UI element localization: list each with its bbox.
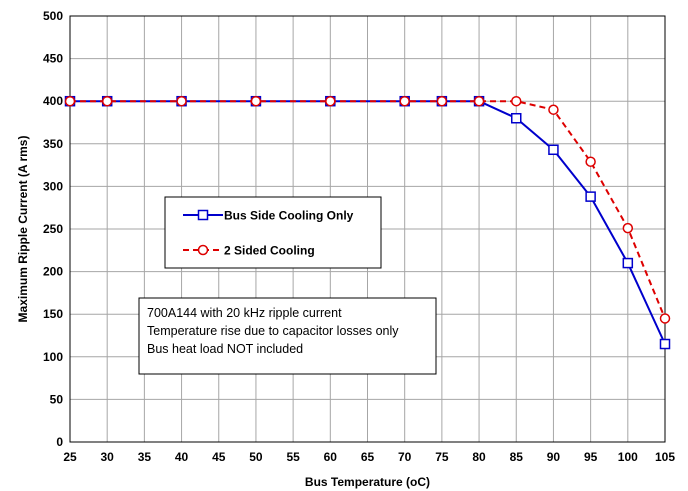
data-point xyxy=(64,95,76,107)
x-tick-label: 60 xyxy=(324,450,338,464)
x-tick-label: 65 xyxy=(361,450,375,464)
data-point xyxy=(659,338,671,350)
x-tick-label: 80 xyxy=(472,450,486,464)
data-point xyxy=(473,95,485,107)
x-axis-title: Bus Temperature (oC) xyxy=(305,475,430,489)
x-tick-label: 30 xyxy=(101,450,115,464)
legend-entry-two-sided: 2 Sided Cooling xyxy=(183,244,315,258)
data-point xyxy=(585,156,596,167)
data-point xyxy=(585,191,596,202)
annotation-line-1: 700A144 with 20 kHz ripple current xyxy=(147,306,342,320)
y-tick-label: 0 xyxy=(56,435,63,449)
x-tick-label: 40 xyxy=(175,450,189,464)
x-tick-label: 45 xyxy=(212,450,226,464)
data-point xyxy=(176,95,187,107)
data-point xyxy=(436,95,448,107)
legend-label-bus-side: Bus Side Cooling Only xyxy=(224,209,354,223)
x-tick-label: 100 xyxy=(618,450,638,464)
x-tick-label: 50 xyxy=(249,450,263,464)
x-tick-label: 105 xyxy=(655,450,675,464)
data-point xyxy=(622,222,634,234)
y-tick-label: 150 xyxy=(43,307,63,321)
legend-entry-bus-side: Bus Side Cooling Only xyxy=(183,209,354,223)
y-axis-title: Maximum Ripple Current (A rms) xyxy=(16,136,30,323)
y-tick-label: 400 xyxy=(43,94,63,108)
y-tick-label: 300 xyxy=(43,179,63,193)
series-2 xyxy=(64,95,671,324)
legend-box xyxy=(164,196,382,269)
x-axis-tick-labels: 25 30 35 40 45 50 55 60 65 70 75 80 85 90 95 100 105 xyxy=(63,450,675,464)
annotation-line-2: Temperature rise due to capacitor losses… xyxy=(147,324,399,338)
y-tick-label: 250 xyxy=(43,222,63,236)
x-tick-label: 25 xyxy=(63,450,77,464)
y-tick-label: 500 xyxy=(43,9,63,23)
x-tick-label: 75 xyxy=(435,450,449,464)
data-point xyxy=(622,257,634,269)
data-point xyxy=(548,144,559,156)
y-tick-label: 50 xyxy=(50,392,64,406)
y-tick-label: 450 xyxy=(43,52,63,66)
x-tick-label: 35 xyxy=(138,450,152,464)
annotation-line-3: Bus heat load NOT included xyxy=(147,342,303,356)
x-tick-label: 90 xyxy=(547,450,561,464)
legend-marker-two-sided xyxy=(197,244,209,256)
x-tick-label: 95 xyxy=(584,450,598,464)
annotation-box: 700A144 with 20 kHz ripple current Tempe… xyxy=(138,297,437,375)
plot-area xyxy=(69,15,666,443)
data-point xyxy=(511,112,522,124)
legend-marker-bus-side xyxy=(197,209,209,221)
data-point xyxy=(250,95,262,107)
data-point xyxy=(101,95,113,107)
legend: Bus Side Cooling Only 2 Sided Cooling xyxy=(164,196,382,269)
x-tick-label: 70 xyxy=(398,450,412,464)
annotation-frame xyxy=(138,297,437,375)
series-layer xyxy=(64,95,671,350)
y-tick-label: 200 xyxy=(43,265,63,279)
data-point xyxy=(511,95,522,107)
data-point xyxy=(659,313,671,324)
data-point xyxy=(399,95,410,107)
data-point xyxy=(325,95,336,107)
y-tick-label: 100 xyxy=(43,350,63,364)
y-tick-label: 350 xyxy=(43,137,63,151)
x-tick-label: 55 xyxy=(286,450,300,464)
data-point xyxy=(548,104,559,115)
legend-label-two-sided: 2 Sided Cooling xyxy=(224,244,315,258)
y-axis-tick-labels: 0 50 100 150 200 250 300 350 400 450 500 xyxy=(43,9,63,449)
x-tick-label: 85 xyxy=(510,450,524,464)
